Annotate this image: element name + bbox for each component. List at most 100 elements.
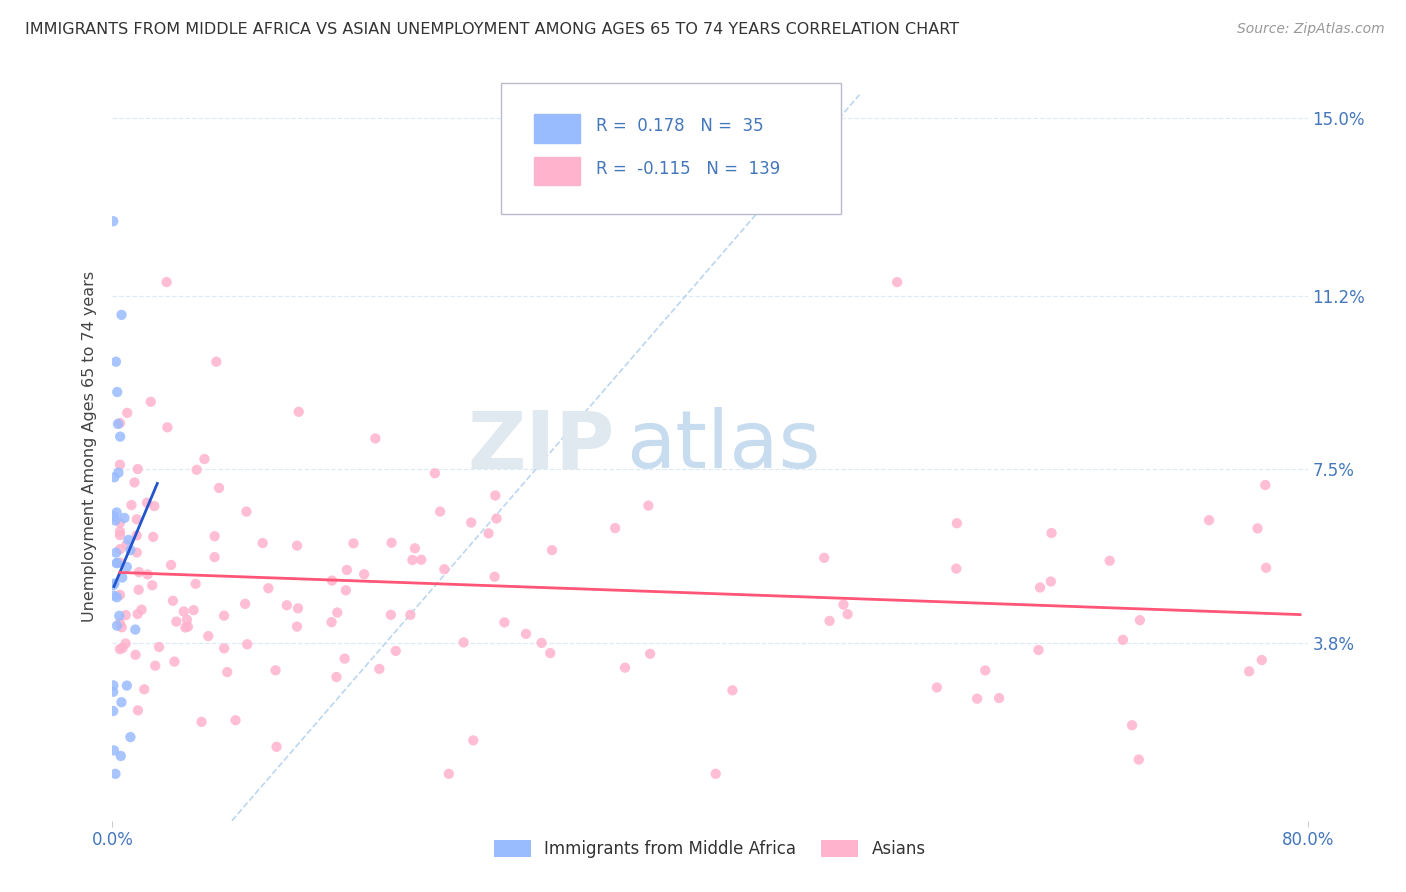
Point — [184, 576, 207, 591]
Point — [1039, 574, 1062, 589]
Point — [108, 588, 131, 602]
Point — [162, 594, 184, 608]
Point — [120, 730, 142, 744]
Point — [1040, 526, 1063, 541]
Point — [104, 767, 127, 781]
Point — [108, 416, 131, 430]
Point — [103, 678, 125, 692]
Point — [165, 615, 187, 629]
Point — [124, 475, 146, 490]
Point — [204, 550, 226, 565]
Point — [285, 539, 308, 553]
Point — [114, 636, 136, 650]
Point — [721, 683, 744, 698]
Point — [108, 642, 131, 657]
Point — [453, 635, 475, 649]
Point — [156, 275, 179, 289]
Point — [333, 651, 356, 665]
Legend: Immigrants from Middle Africa, Asians: Immigrants from Middle Africa, Asians — [488, 833, 932, 864]
Point — [1198, 513, 1220, 527]
Point — [974, 664, 997, 678]
Point — [108, 524, 131, 539]
Point — [190, 714, 212, 729]
Point — [105, 556, 128, 570]
Point — [125, 512, 148, 526]
Point — [321, 574, 343, 588]
Point — [217, 665, 239, 679]
Point — [381, 535, 404, 549]
Point — [108, 516, 131, 530]
Point — [212, 641, 235, 656]
Point — [105, 591, 128, 605]
Point — [127, 703, 149, 717]
Point — [285, 619, 308, 633]
Point — [108, 556, 131, 570]
Point — [115, 406, 138, 420]
Point — [114, 608, 136, 623]
Text: R =  -0.115   N =  139: R = -0.115 N = 139 — [596, 160, 780, 178]
Point — [124, 623, 146, 637]
Point — [108, 616, 131, 631]
Point — [832, 598, 855, 612]
Point — [336, 563, 359, 577]
Point — [128, 565, 150, 579]
Point — [103, 470, 125, 484]
Point — [605, 521, 627, 535]
Point — [437, 767, 460, 781]
Point — [818, 614, 841, 628]
Point — [494, 615, 516, 630]
Point — [148, 640, 170, 654]
Point — [1250, 653, 1272, 667]
Point — [156, 420, 179, 434]
Point — [353, 567, 375, 582]
Point — [115, 560, 138, 574]
Point — [399, 607, 422, 622]
Point — [134, 682, 156, 697]
Point — [1121, 718, 1143, 732]
Point — [1112, 632, 1135, 647]
Point — [1029, 581, 1052, 595]
Point — [252, 536, 274, 550]
Point — [404, 541, 426, 556]
Point — [177, 620, 200, 634]
FancyBboxPatch shape — [501, 83, 842, 214]
Point — [236, 637, 259, 651]
Point — [110, 748, 132, 763]
Point — [103, 589, 125, 603]
Point — [515, 627, 537, 641]
Point — [614, 660, 637, 674]
Point — [945, 561, 967, 575]
Point — [423, 467, 446, 481]
Point — [637, 499, 659, 513]
Point — [541, 543, 564, 558]
Point — [103, 578, 125, 592]
Point — [103, 214, 125, 228]
Point — [460, 516, 482, 530]
Point — [988, 691, 1011, 706]
Point — [638, 647, 661, 661]
Point — [276, 599, 298, 613]
Point — [128, 582, 150, 597]
Point — [886, 275, 908, 289]
Point — [205, 355, 228, 369]
Text: IMMIGRANTS FROM MIDDLE AFRICA VS ASIAN UNEMPLOYMENT AMONG AGES 65 TO 74 YEARS CO: IMMIGRANTS FROM MIDDLE AFRICA VS ASIAN U… — [25, 22, 959, 37]
Point — [538, 646, 561, 660]
Point — [411, 552, 433, 566]
Point — [257, 581, 280, 595]
Point — [136, 567, 159, 582]
Point — [160, 558, 183, 572]
Point — [485, 511, 508, 525]
Point — [233, 597, 256, 611]
Point — [266, 739, 288, 754]
Point — [103, 743, 125, 757]
Point — [174, 621, 197, 635]
Point — [1129, 613, 1152, 627]
Point — [477, 526, 499, 541]
Point — [108, 430, 131, 444]
Point — [104, 355, 127, 369]
Point — [463, 733, 485, 747]
Bar — [534, 157, 579, 186]
Point — [110, 308, 132, 322]
Point — [264, 663, 287, 677]
Point — [287, 601, 309, 615]
